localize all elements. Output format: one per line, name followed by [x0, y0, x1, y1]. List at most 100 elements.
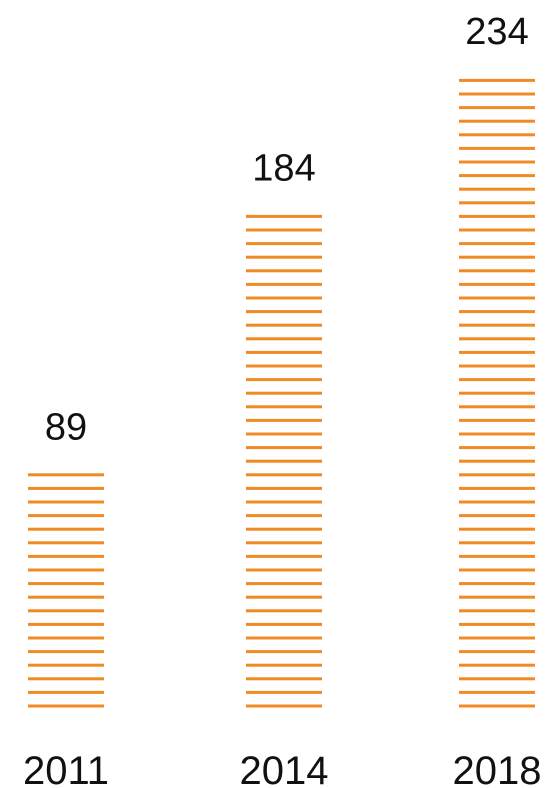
bar-stripe [246, 527, 322, 531]
bar-stripe [246, 323, 322, 327]
bar-stripe [459, 609, 535, 613]
bar-stripe [28, 568, 104, 572]
bar-stripe [459, 242, 535, 246]
bar-stripe [246, 432, 322, 436]
bar-stripe [246, 595, 322, 599]
labels-layer: 89 2011 184 2014 234 2018 [23, 11, 542, 788]
bar-stripe [459, 541, 535, 545]
bar-stripe [246, 337, 322, 341]
bar-stripe [246, 500, 322, 504]
bar-stripe [459, 296, 535, 300]
category-label-2014: 2014 [240, 749, 329, 788]
bar-stripe [459, 582, 535, 586]
category-label-2011: 2011 [23, 749, 109, 788]
bar-stripe [459, 650, 535, 654]
bar-stripe [246, 364, 322, 368]
bar-stripe [459, 269, 535, 273]
bar-stripe [459, 350, 535, 354]
bar-stripe [246, 296, 322, 300]
bar-stripe [459, 704, 535, 708]
bar-stripe [459, 568, 535, 572]
bar-stripe [459, 690, 535, 694]
bar-stripe [246, 663, 322, 667]
bar-stripe [459, 160, 535, 164]
bar-stripe [28, 486, 104, 490]
bar-stripe [246, 568, 322, 572]
value-label-2011: 89 [45, 406, 87, 448]
bar-stripe [28, 554, 104, 558]
bar-stripe [459, 228, 535, 232]
bar-stripe [246, 269, 322, 273]
bar-stripe [246, 609, 322, 613]
bar-stripe [28, 541, 104, 545]
bar-stripe [459, 473, 535, 477]
bar-stripe [459, 622, 535, 626]
bar-stripe [28, 595, 104, 599]
bar-stripe [459, 214, 535, 218]
bar-stripe [28, 582, 104, 586]
bar-stripe [459, 554, 535, 558]
bar-stripe [246, 350, 322, 354]
bar-stripe [246, 310, 322, 314]
bar-stripe [246, 446, 322, 450]
bar-stripe [459, 432, 535, 436]
bar-stripe [28, 473, 104, 477]
bar-stripe [459, 187, 535, 191]
bar-stripe [459, 391, 535, 395]
bar-stripe [246, 459, 322, 463]
bars-layer [28, 78, 535, 708]
bar-stripe [459, 500, 535, 504]
bar-stripe [459, 418, 535, 422]
value-label-2018: 234 [465, 11, 528, 53]
bar-stripe [459, 119, 535, 123]
bar-stripe [246, 405, 322, 409]
bar-stripe [459, 663, 535, 667]
bar-stripe [246, 473, 322, 477]
bar-stripe [246, 554, 322, 558]
bar-stripe [28, 527, 104, 531]
bar-stripe [459, 514, 535, 518]
bar-stripe [246, 650, 322, 654]
bar-stripe [246, 690, 322, 694]
bar-stripe [459, 337, 535, 341]
bar-stripe [246, 514, 322, 518]
bar-stripe [459, 364, 535, 368]
bar-stripe [459, 595, 535, 599]
bar-stripe [28, 650, 104, 654]
bar-stripe [28, 514, 104, 518]
bar-stripe [246, 582, 322, 586]
bar-stripe [459, 78, 535, 82]
bar-stripe [246, 486, 322, 490]
bar-stripe [28, 636, 104, 640]
bar-stripe [246, 282, 322, 286]
bar-stripe [28, 677, 104, 681]
bar-2011 [28, 473, 104, 708]
bar-stripe [459, 255, 535, 259]
bar-stripe [459, 201, 535, 205]
bar-stripe [246, 378, 322, 382]
bar-stripe [28, 609, 104, 613]
bar-stripe [459, 92, 535, 96]
bar-stripe [28, 622, 104, 626]
bar-stripe [459, 378, 535, 382]
bar-stripe [246, 391, 322, 395]
bar-stripe [459, 310, 535, 314]
bar-stripe [246, 622, 322, 626]
bar-stripe [459, 636, 535, 640]
bar-stripe [246, 677, 322, 681]
bar-stripe [459, 282, 535, 286]
bar-stripe [246, 242, 322, 246]
bar-stripe [28, 663, 104, 667]
bar-stripe [28, 704, 104, 708]
bar-stripe [459, 174, 535, 178]
bar-2014 [246, 214, 322, 708]
category-label-2018: 2018 [453, 749, 542, 788]
bar-stripe [459, 446, 535, 450]
bar-stripe [28, 500, 104, 504]
bar-stripe [246, 228, 322, 232]
bar-stripe [459, 106, 535, 110]
bar-stripe [246, 704, 322, 708]
bar-stripe [246, 541, 322, 545]
